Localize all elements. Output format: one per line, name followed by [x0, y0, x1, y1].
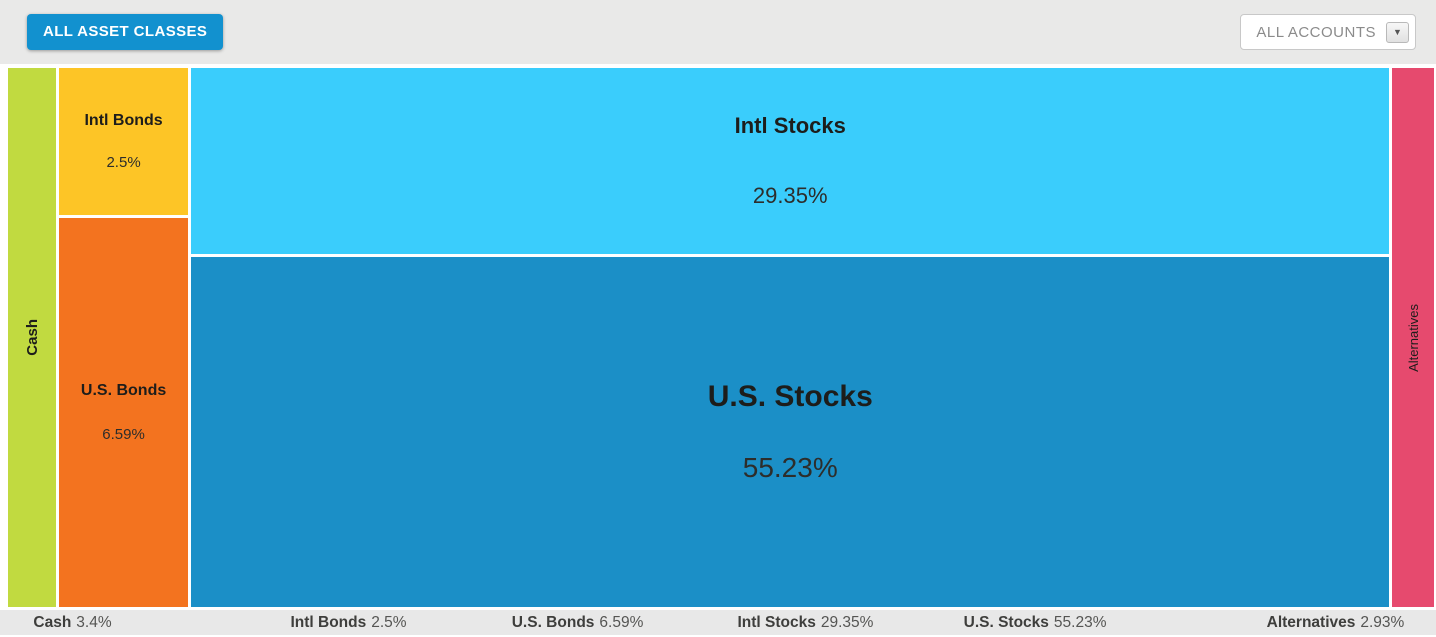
treemap-column-stocks: Intl Stocks 29.35% U.S. Stocks 55.23%: [190, 68, 1390, 607]
treemap-column-bonds: Intl Bonds 2.5% U.S. Bonds 6.59%: [59, 68, 188, 607]
legend-item-us-stocks: U.S. Stocks 55.23%: [964, 614, 1107, 632]
treemap-column-cash: Cash: [8, 68, 57, 607]
block-label: Intl Stocks: [734, 113, 846, 138]
block-label: U.S. Stocks: [707, 380, 873, 413]
legend-value: 29.35%: [820, 613, 874, 631]
legend-item-alternatives: Alternatives 2.93%: [1267, 614, 1405, 632]
treemap-block-intl-stocks[interactable]: Intl Stocks 29.35%: [190, 68, 1390, 254]
treemap-column-alternatives: Alternatives: [1392, 68, 1434, 607]
legend-label: Cash: [33, 613, 72, 631]
treemap-block-cash[interactable]: Cash: [8, 68, 57, 607]
block-value: 2.5%: [106, 154, 141, 172]
toolbar: ALL ASSET CLASSES ALL ACCOUNTS ▼: [0, 0, 1436, 64]
allocation-treemap: Cash Intl Bonds 2.5% U.S. Bonds 6.59% In…: [8, 68, 1434, 607]
block-label: Intl Bonds: [84, 112, 163, 130]
treemap-block-us-bonds[interactable]: U.S. Bonds 6.59%: [59, 218, 188, 607]
all-asset-classes-button[interactable]: ALL ASSET CLASSES: [27, 14, 224, 50]
block-label: Alternatives: [1405, 303, 1421, 372]
legend-value: 3.4%: [76, 613, 112, 631]
accounts-dropdown-label: ALL ACCOUNTS: [1256, 23, 1376, 41]
treemap-block-alternatives[interactable]: Alternatives: [1392, 68, 1434, 607]
block-value: 29.35%: [752, 183, 828, 208]
chevron-down-icon: ▼: [1393, 26, 1402, 37]
dropdown-arrow-button[interactable]: ▼: [1386, 21, 1409, 43]
legend-item-intl-bonds: Intl Bonds 2.5%: [290, 614, 406, 632]
legend-value: 2.93%: [1360, 613, 1405, 631]
legend-label: Alternatives: [1266, 613, 1356, 631]
legend-value: 6.59%: [599, 613, 644, 631]
legend-label: U.S. Stocks: [963, 613, 1049, 631]
accounts-dropdown[interactable]: ALL ACCOUNTS ▼: [1240, 14, 1416, 50]
legend-value: 2.5%: [371, 613, 407, 631]
chart-legend: Cash 3.4% Intl Bonds 2.5% U.S. Bonds 6.59% …: [0, 610, 1436, 635]
block-label: Cash: [23, 319, 41, 356]
legend-label: U.S. Bonds: [511, 613, 595, 631]
legend-value: 55.23%: [1053, 613, 1107, 631]
block-value: 6.59%: [102, 426, 145, 444]
legend-item-us-bonds: U.S. Bonds 6.59%: [512, 614, 644, 632]
treemap-block-us-stocks[interactable]: U.S. Stocks 55.23%: [190, 257, 1390, 607]
treemap-block-intl-bonds[interactable]: Intl Bonds 2.5%: [59, 68, 188, 216]
block-label: U.S. Bonds: [80, 382, 167, 400]
legend-item-intl-stocks: Intl Stocks 29.35%: [737, 614, 873, 632]
legend-label: Intl Bonds: [290, 613, 367, 631]
block-value: 55.23%: [742, 452, 838, 483]
legend-item-cash: Cash 3.4%: [33, 614, 111, 632]
legend-label: Intl Stocks: [737, 613, 816, 631]
